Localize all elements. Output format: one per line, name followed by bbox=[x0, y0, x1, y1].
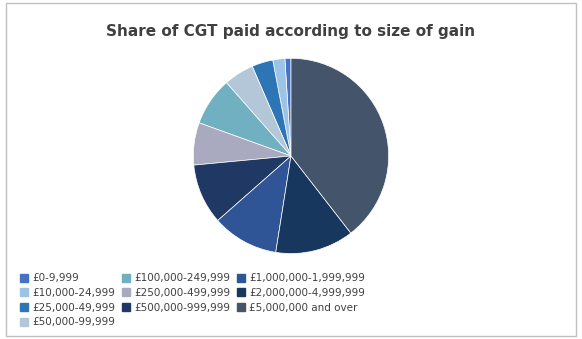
Wedge shape bbox=[226, 66, 291, 156]
Wedge shape bbox=[218, 156, 291, 252]
Wedge shape bbox=[194, 156, 291, 220]
Wedge shape bbox=[285, 58, 291, 156]
Legend: £0-9,999, £10,000-24,999, £25,000-49,999, £50,000-99,999, £100,000-249,999, £250: £0-9,999, £10,000-24,999, £25,000-49,999… bbox=[17, 270, 368, 331]
Wedge shape bbox=[276, 156, 351, 254]
Wedge shape bbox=[291, 58, 389, 233]
Wedge shape bbox=[252, 60, 291, 156]
Text: Share of CGT paid according to size of gain: Share of CGT paid according to size of g… bbox=[107, 24, 475, 39]
Wedge shape bbox=[199, 83, 291, 156]
Wedge shape bbox=[273, 59, 291, 156]
Wedge shape bbox=[193, 123, 291, 165]
